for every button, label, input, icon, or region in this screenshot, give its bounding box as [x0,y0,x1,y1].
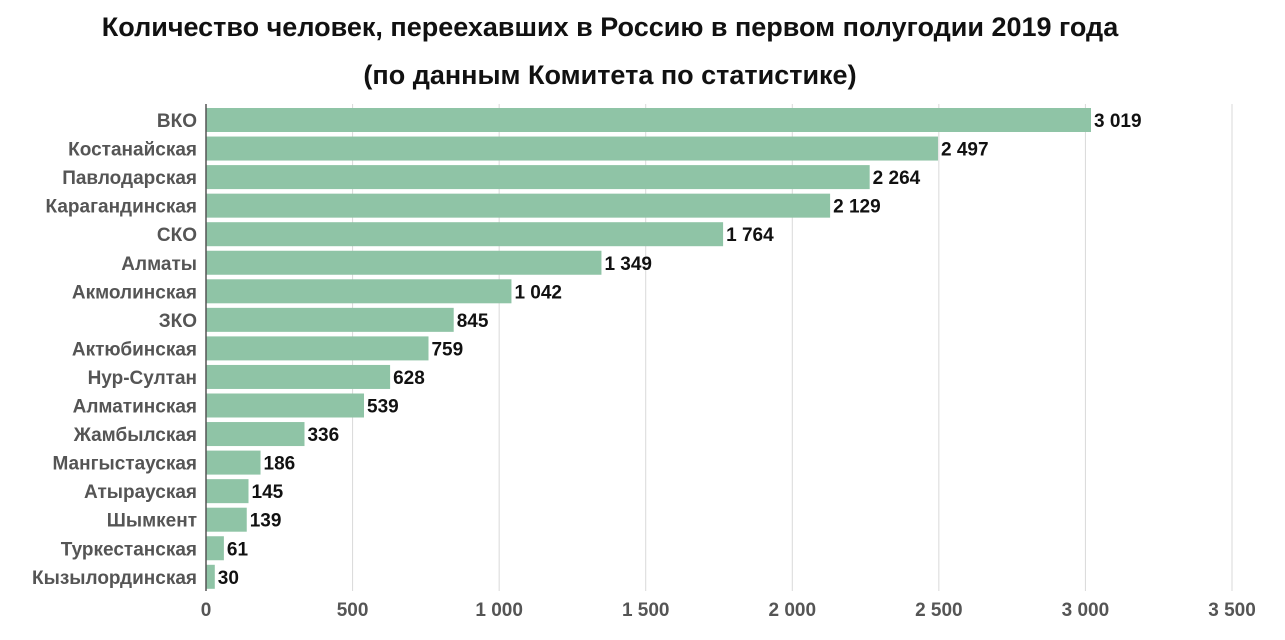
data-label: 2 129 [833,197,881,218]
bar [206,108,1091,132]
data-label: 845 [457,311,489,332]
data-label: 1 349 [604,254,652,275]
bar [206,564,215,589]
category-label: Костанайская [68,140,197,161]
bar [206,222,724,247]
x-tick-label: 1 000 [475,600,523,621]
bar [206,450,261,475]
category-label: Карагандинская [46,197,197,218]
category-label: Кызылординская [32,568,197,589]
bar [206,136,938,161]
x-tick-label: 1 500 [622,600,670,621]
bar [206,422,305,447]
category-label: ВКО [157,111,197,132]
data-label: 61 [227,539,249,560]
category-label: Актюбинская [72,339,197,360]
data-label: 2 264 [873,168,921,189]
category-label: ЗКО [159,311,197,332]
x-tick-label: 3 000 [1062,600,1110,621]
x-tick-label: 2 000 [769,600,817,621]
data-label: 145 [252,482,284,503]
category-label: СКО [157,225,197,246]
category-label: Туркестанская [61,539,197,560]
bar [206,193,831,218]
category-label: Алматы [121,254,197,275]
data-label: 1 764 [726,225,774,246]
x-tick-label: 0 [201,600,212,621]
bar [206,165,870,190]
data-label: 539 [367,397,399,418]
bars [206,108,1091,589]
data-label: 3 019 [1094,111,1142,132]
chart-subtitle: (по данным Комитета по статистике) [363,60,857,90]
bar [206,393,365,418]
bar [206,336,429,361]
data-label: 30 [218,568,239,589]
category-label: Алматинская [73,397,197,418]
bar [206,364,391,389]
chart-title: Количество человек, переехавших в Россию… [101,12,1119,42]
data-label: 2 497 [941,140,989,161]
bar [206,250,602,275]
x-tick-label: 3 500 [1208,600,1256,621]
bar [206,536,224,561]
category-label: Атырауская [84,482,197,503]
data-label: 139 [250,511,282,532]
category-label: Жамбылская [73,425,197,446]
data-label: 1 042 [514,282,562,303]
labels: 0 500 1 000 1 500 2 000 2 500 3 000 3 500 ВКО 3 0… [32,111,1256,621]
data-label: 336 [307,425,339,446]
data-label: 186 [264,454,296,475]
category-label: Мангыстауская [52,454,197,475]
x-tick-label: 2 500 [915,600,963,621]
bar [206,307,454,332]
category-label: Шымкент [107,511,197,532]
x-tick-label: 500 [337,600,369,621]
data-label: 759 [431,339,463,360]
category-label: Нур-Султан [88,368,197,389]
bar [206,507,247,532]
category-label: Акмолинская [72,282,197,303]
data-label: 628 [393,368,425,389]
category-label: Павлодарская [62,168,197,189]
bar [206,479,249,504]
bar [206,279,512,304]
